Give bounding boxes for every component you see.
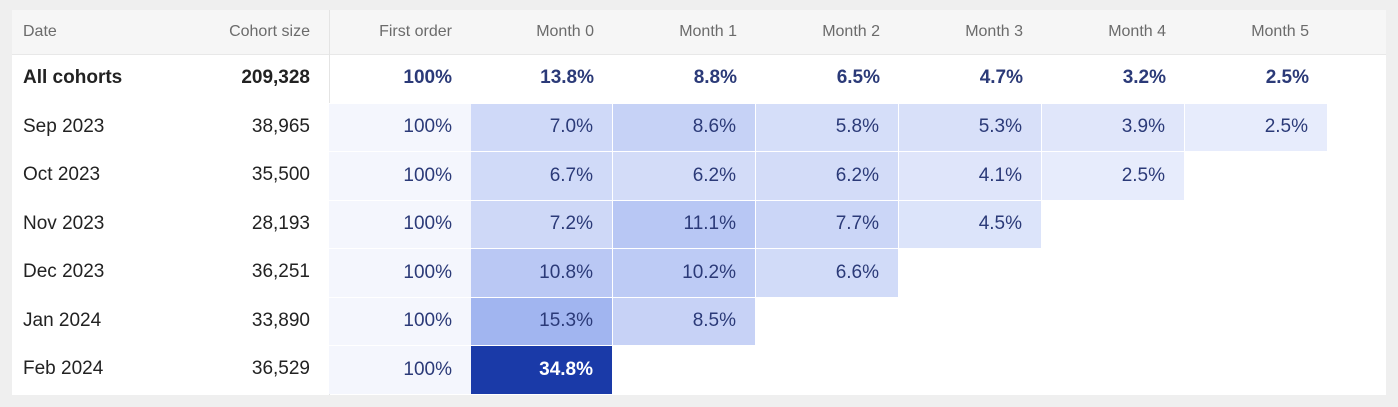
column-header: Month 2	[822, 23, 880, 40]
table-cell: 5.3%	[899, 102, 1042, 151]
table-cell: 34.8%	[471, 345, 613, 394]
table-cell: 100%	[403, 67, 452, 89]
column-header: Cohort size	[229, 23, 310, 40]
table-cell: 6.2%	[756, 151, 899, 200]
header-row	[12, 10, 1386, 55]
table-cell: 6.6%	[756, 248, 899, 297]
table-cell: 15.3%	[471, 296, 613, 345]
table-cell: 100%	[329, 345, 471, 394]
column-header: Month 0	[536, 23, 594, 40]
table-cell: 3.2%	[1122, 67, 1166, 89]
table-cell: 100%	[329, 248, 471, 297]
table-cell: 6.7%	[471, 151, 613, 200]
table-cell: 8.5%	[613, 296, 756, 345]
cohort-label: Dec 2023	[23, 261, 105, 283]
table-cell: 209,328	[241, 67, 310, 89]
table-cell: 13.8%	[540, 67, 594, 89]
table-cell: 10.8%	[471, 248, 613, 297]
cohort-label: Oct 2023	[23, 164, 101, 186]
table-cell: 5.8%	[756, 102, 899, 151]
table-cell: 28,193	[251, 212, 310, 234]
table-cell: 100%	[329, 199, 471, 248]
table-cell: 2.5%	[1265, 67, 1309, 89]
cohort-label: Sep 2023	[23, 115, 105, 137]
table-cell: 8.6%	[613, 102, 756, 151]
column-header: Month 3	[965, 23, 1023, 40]
table-cell: 2.5%	[1185, 102, 1328, 151]
column-header: Date	[23, 23, 57, 40]
cohort-label: Jan 2024	[23, 309, 102, 331]
table-cell: 36,529	[251, 358, 310, 380]
table-cell: 33,890	[251, 309, 310, 331]
table-cell: 3.9%	[1042, 102, 1185, 151]
cohort-label: All cohorts	[23, 67, 123, 89]
table-cell: 6.2%	[613, 151, 756, 200]
table-cell: 8.8%	[693, 67, 737, 89]
cohort-label: Feb 2024	[23, 358, 104, 380]
cohort-table: Date Cohort size First order Month 0 Month 1…	[12, 10, 1386, 395]
table-cell: 10.2%	[613, 248, 756, 297]
column-header: Month 4	[1108, 23, 1166, 40]
table-cell: 100%	[329, 151, 471, 200]
column-header: Month 5	[1251, 23, 1309, 40]
table-cell: 4.5%	[899, 199, 1042, 248]
table-cell: 100%	[329, 102, 471, 151]
table-cell: 4.7%	[979, 67, 1023, 89]
table-cell: 4.1%	[899, 151, 1042, 200]
table-cell: 11.1%	[613, 199, 756, 248]
table-cell: 35,500	[251, 164, 310, 186]
table-cell: 2.5%	[1042, 151, 1185, 200]
table-cell: 7.7%	[756, 199, 899, 248]
column-header: Month 1	[679, 23, 737, 40]
table-cell: 100%	[329, 296, 471, 345]
table-cell: 38,965	[251, 115, 310, 137]
column-header: First order	[379, 23, 452, 40]
table-cell: 36,251	[251, 261, 310, 283]
table-cell: 7.0%	[471, 102, 613, 151]
cohort-label: Nov 2023	[23, 212, 105, 234]
table-cell: 7.2%	[471, 199, 613, 248]
table-cell: 6.5%	[836, 67, 880, 89]
